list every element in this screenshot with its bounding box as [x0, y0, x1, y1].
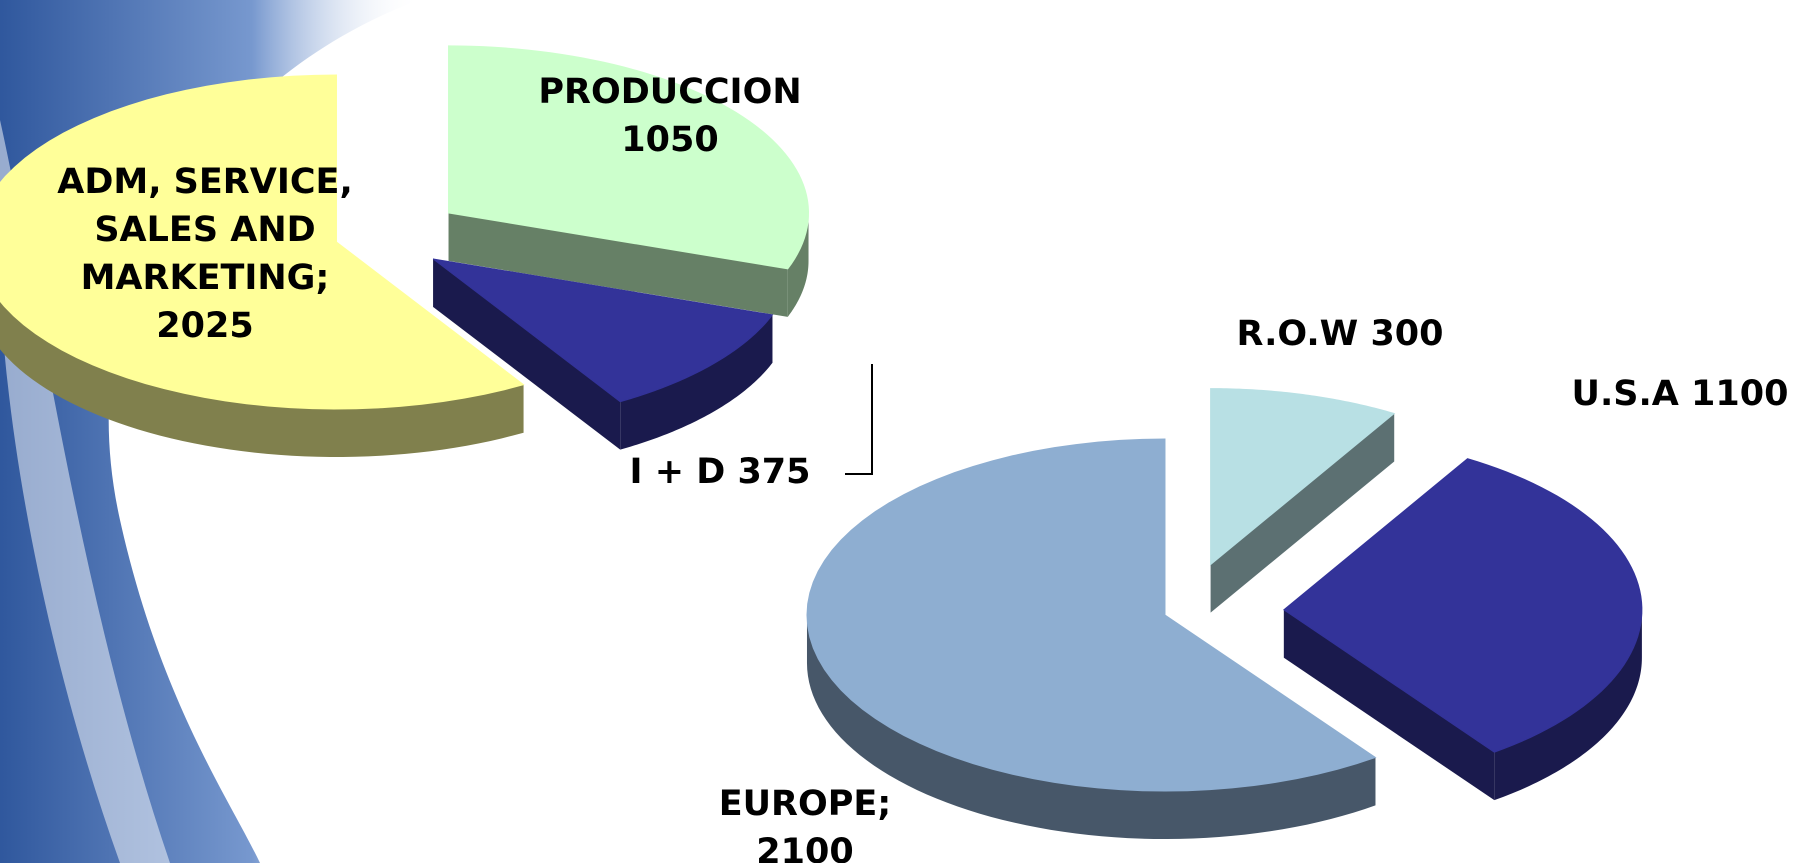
value-label: 1050 [621, 120, 718, 160]
value-label: 1100 [1691, 374, 1788, 414]
slice-label: EUROPE; 2100 [680, 780, 930, 863]
value-label: 2100 [756, 832, 853, 863]
category-label: PRODUCCION [538, 72, 801, 112]
category-label: I + D [629, 452, 725, 492]
category-label: U.S.A [1572, 374, 1679, 414]
value-label: 2025 [156, 306, 253, 346]
value-label: 300 [1370, 314, 1443, 354]
value-label: 375 [737, 452, 810, 492]
slice-label: ADM, SERVICE, SALES AND MARKETING; 2025 [30, 158, 380, 350]
slice-label: I + D 375 [600, 448, 840, 496]
slice-label: PRODUCCION 1050 [520, 68, 820, 164]
slice-label: U.S.A 1100 [1540, 370, 1811, 418]
leader-line [845, 364, 872, 474]
category-label: EUROPE; [719, 784, 892, 824]
chart [0, 0, 1811, 863]
slide: PRODUCCION 1050 I + D 375 ADM, SERVICE, SAL… [0, 0, 1811, 863]
category-label: ADM, SERVICE, SALES AND MARKETING; [57, 162, 353, 298]
category-label: R.O.W [1236, 314, 1358, 354]
slice-label: R.O.W 300 [1200, 310, 1480, 358]
